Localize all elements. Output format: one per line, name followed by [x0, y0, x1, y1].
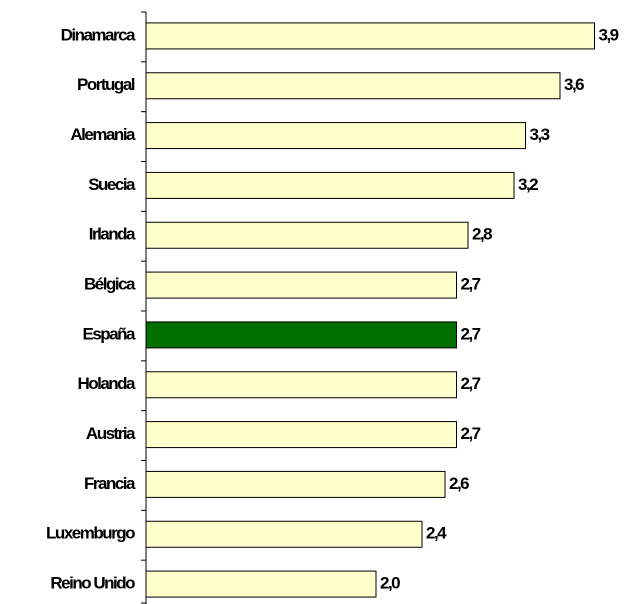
value-label: 2,7 — [461, 275, 481, 294]
bar — [145, 122, 526, 150]
category-label: Holanda — [77, 374, 136, 393]
bar — [145, 421, 457, 449]
value-label: 2,8 — [472, 225, 492, 244]
value-label: 2,6 — [449, 474, 469, 493]
category-label: Irlanda — [89, 225, 136, 244]
bar — [145, 520, 423, 548]
category-label: España — [83, 324, 137, 343]
category-label: Francia — [84, 474, 136, 493]
bar — [145, 22, 595, 50]
value-label: 2,7 — [461, 424, 481, 443]
bar — [145, 371, 457, 399]
bar — [145, 72, 561, 100]
category-label: Dinamarca — [61, 25, 136, 44]
category-label: Bélgica — [84, 275, 136, 294]
bar — [145, 470, 446, 498]
value-label: 3,3 — [530, 125, 550, 144]
bar — [145, 221, 469, 249]
category-label: Luxemburgo — [46, 524, 135, 543]
value-label: 3,6 — [564, 75, 584, 94]
value-label: 2,7 — [461, 324, 481, 343]
category-label: Austria — [86, 424, 136, 443]
value-label: 2,4 — [426, 524, 447, 543]
value-label: 2,7 — [461, 374, 481, 393]
value-label: 3,2 — [518, 175, 538, 194]
bar — [145, 570, 377, 598]
value-label: 2,0 — [380, 574, 400, 593]
category-label: Suecia — [88, 175, 136, 194]
value-label: 3,9 — [599, 25, 619, 44]
bar — [145, 171, 515, 199]
bar — [145, 271, 457, 299]
category-label: Alemania — [70, 125, 136, 144]
bar — [145, 321, 457, 349]
category-label: Portugal — [77, 75, 135, 94]
category-label: Reino Unido — [50, 574, 135, 593]
